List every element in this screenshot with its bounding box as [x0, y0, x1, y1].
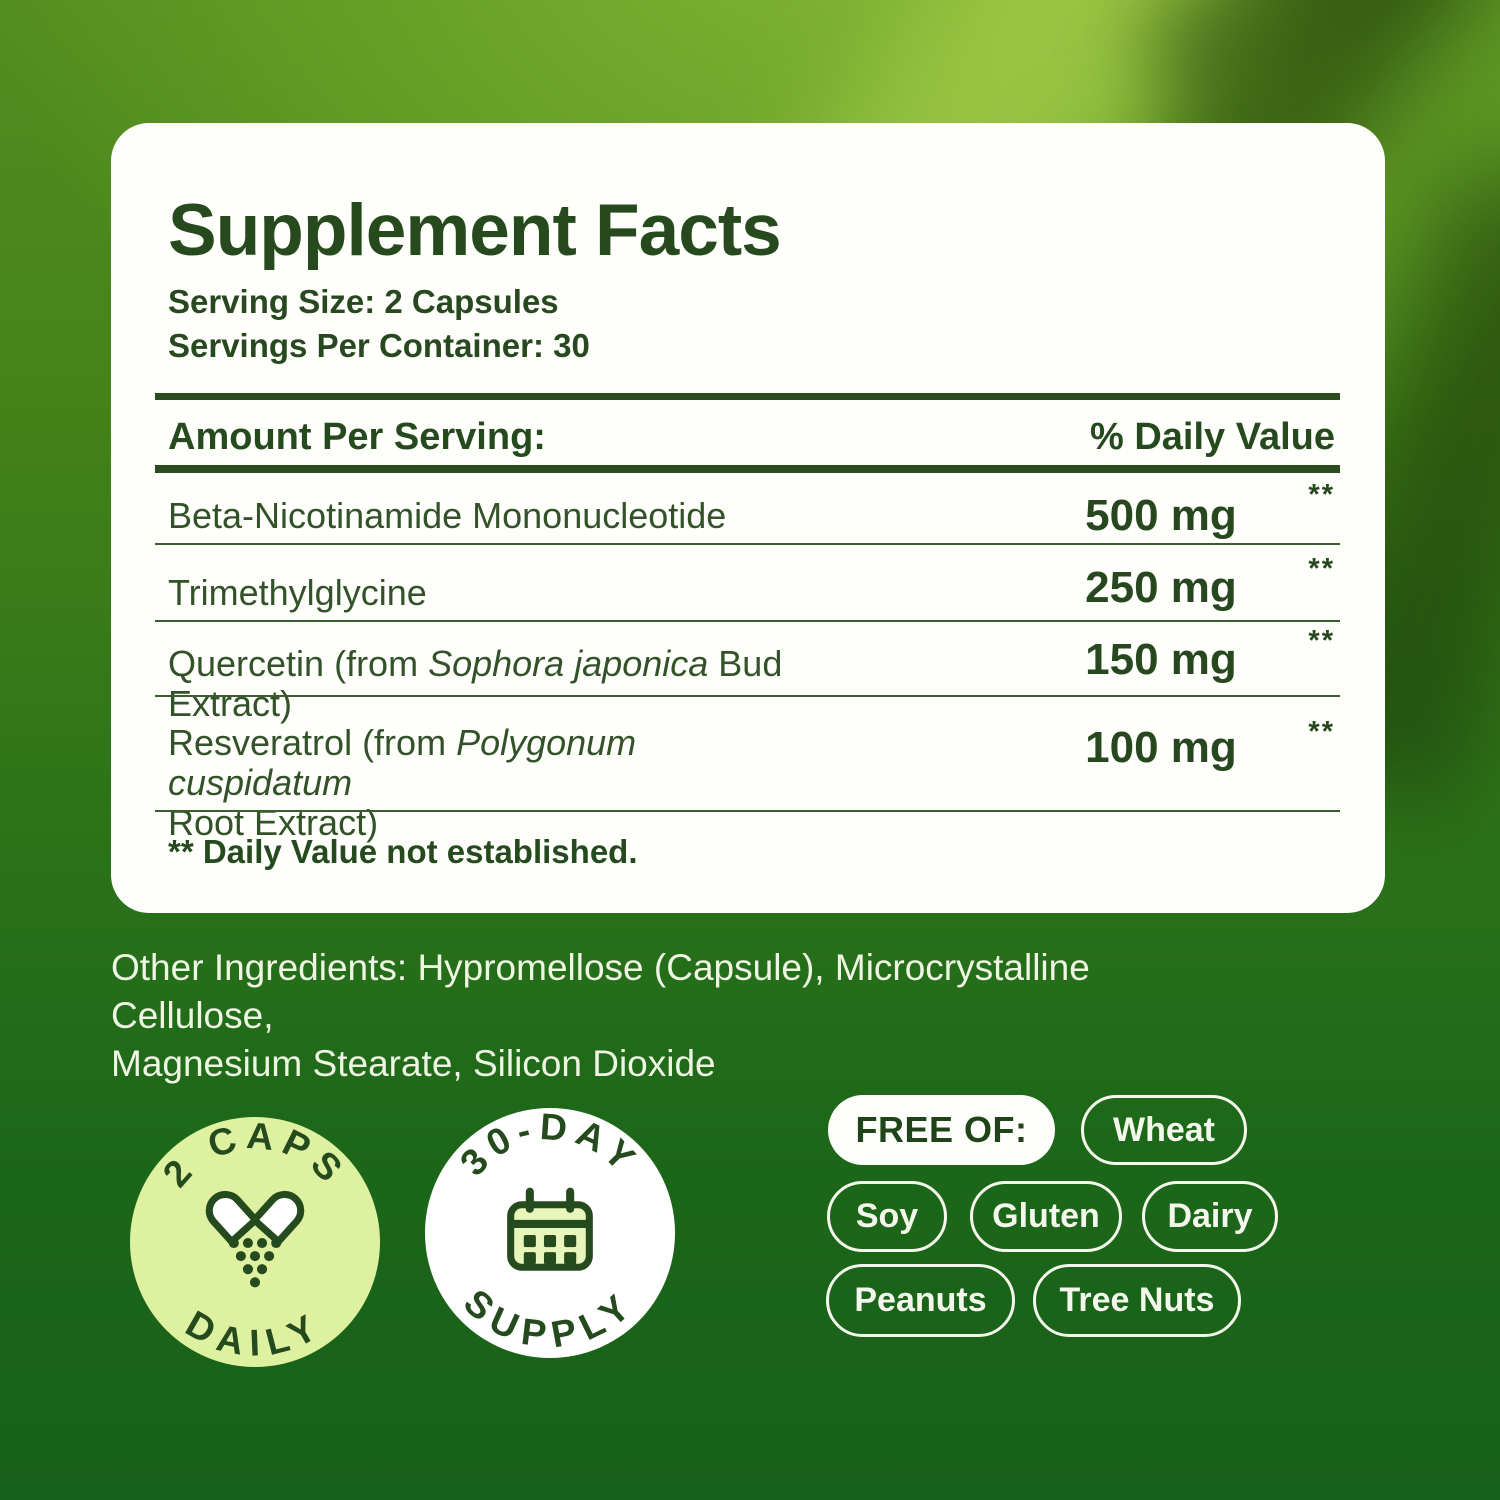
row-divider	[155, 620, 1340, 622]
ingredient-amount: 500 mg	[1085, 491, 1237, 540]
ingredient-amount: 100 mg	[1085, 723, 1237, 772]
supplement-facts-title: Supplement Facts	[168, 190, 782, 271]
daily-value-asterisks: **	[1308, 716, 1335, 748]
allergen-pill-peanuts: Peanuts	[826, 1264, 1015, 1337]
badge-circle	[130, 1117, 380, 1367]
ingredient-amount: 150 mg	[1085, 635, 1237, 684]
table-header-daily-value: % Daily Value	[1089, 416, 1335, 458]
divider-thick-header	[155, 465, 1340, 473]
allergen-pill-tree-nuts: Tree Nuts	[1033, 1264, 1241, 1337]
servings-per-container: Servings Per Container: 30	[168, 327, 590, 364]
other-ingredients-text: Other Ingredients: Hypromellose (Capsule…	[111, 947, 1090, 1084]
ingredient-name: Beta-Nicotinamide Mononucleotide	[168, 495, 727, 536]
table-header-amount: Amount Per Serving:	[168, 416, 546, 458]
allergen-pill-soy: Soy	[827, 1181, 947, 1252]
two-caps-daily-badge: 2 CAPS DAILY	[130, 1117, 380, 1367]
allergen-pill-wheat: Wheat	[1081, 1095, 1247, 1165]
ingredient-amount: 250 mg	[1085, 563, 1237, 612]
ingredient-name: Trimethylglycine	[168, 572, 427, 613]
supplement-facts-card: Supplement Facts Serving Size: 2 Capsule…	[111, 123, 1385, 913]
divider-thick-top	[155, 393, 1340, 400]
allergen-pill-dairy: Dairy	[1142, 1181, 1278, 1252]
free-of-label-pill: FREE OF:	[828, 1095, 1055, 1165]
daily-value-asterisks: **	[1308, 553, 1335, 585]
ingredient-name: Resveratrol (from Polygonum cuspidatum Ro…	[168, 722, 637, 843]
daily-value-footnote: ** Daily Value not established.	[168, 833, 638, 870]
capsules-heart-icon	[205, 1190, 305, 1288]
ingredient-name: Quercetin (from Sophora japonica Bud Ext…	[168, 643, 783, 724]
row-divider	[155, 695, 1340, 697]
calendar-icon	[507, 1187, 593, 1271]
background-leaf-stem-blur-3	[1127, 0, 1500, 127]
allergen-pill-gluten: Gluten	[970, 1181, 1122, 1252]
thirty-day-supply-badge: 30-DAY SUPPLY	[425, 1108, 675, 1358]
daily-value-asterisks: **	[1308, 479, 1335, 511]
row-divider	[155, 810, 1340, 812]
serving-size: Serving Size: 2 Capsules	[168, 283, 559, 320]
daily-value-asterisks: **	[1308, 625, 1335, 657]
row-divider	[155, 543, 1340, 545]
